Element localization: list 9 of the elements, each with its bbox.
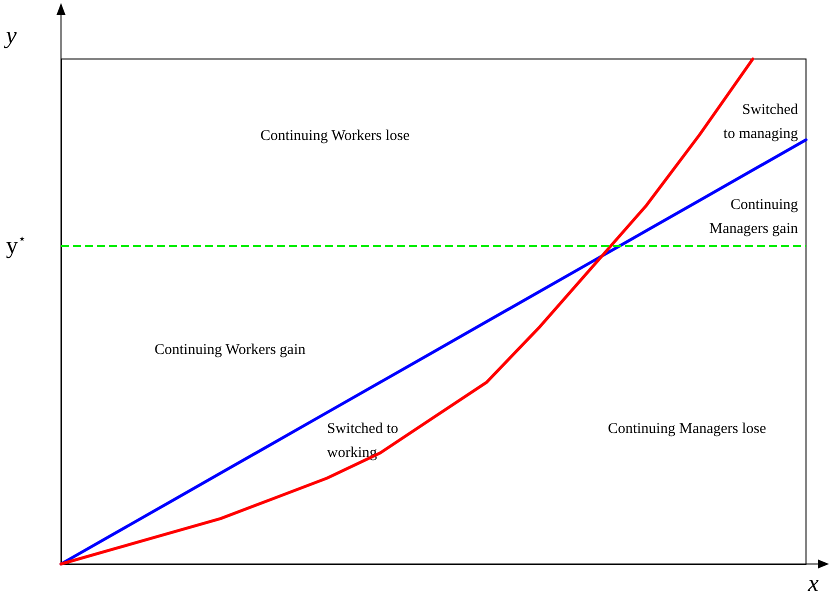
annotation: Continuing Workers lose: [260, 128, 410, 144]
annotation: Switched to working: [327, 421, 398, 461]
annotation: Continuing Managers gain: [709, 197, 798, 237]
ref-line-label: y$^{⋆}$: [6, 230, 26, 259]
y-axis-title: y: [4, 23, 17, 49]
x-axis-title: x: [807, 571, 819, 594]
annotation: Continuing Managers lose: [608, 421, 766, 437]
annotation: Switched to managing: [723, 102, 798, 142]
annotation: Continuing Workers gain: [154, 342, 306, 358]
